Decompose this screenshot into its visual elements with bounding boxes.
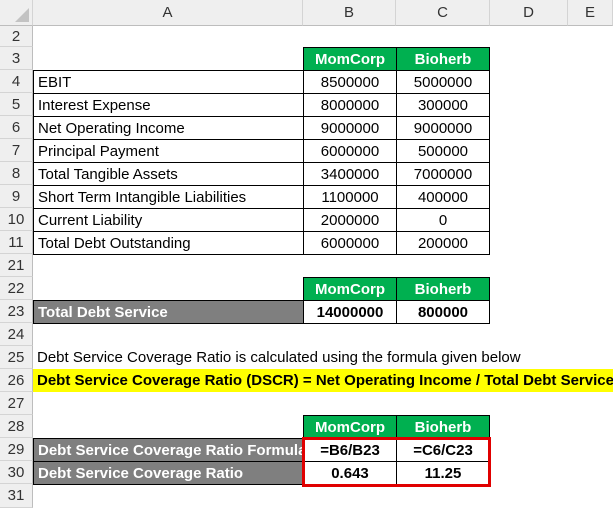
table1-cell-momcorp[interactable]: 6000000 — [303, 139, 397, 163]
table1-label-total-debt-outstanding[interactable]: Total Debt Outstanding — [33, 231, 304, 255]
column-header-c[interactable]: C — [396, 0, 490, 26]
table1-cell-momcorp[interactable]: 6000000 — [303, 231, 397, 255]
table3-label-dscr-formula[interactable]: Debt Service Coverage Ratio Formula — [33, 438, 306, 462]
column-header-b[interactable]: B — [303, 0, 396, 26]
table1-cell-bioherb[interactable]: 0 — [396, 208, 490, 232]
row-header-25[interactable]: 25 — [0, 346, 33, 369]
dscr-formula-text[interactable]: Debt Service Coverage Ratio (DSCR) = Net… — [33, 369, 613, 392]
table1-cell-momcorp[interactable]: 3400000 — [303, 162, 397, 186]
table3-label-dscr[interactable]: Debt Service Coverage Ratio — [33, 461, 304, 485]
row-header-30[interactable]: 30 — [0, 461, 33, 484]
table2-cell-bioherb[interactable]: 800000 — [396, 300, 490, 324]
table1-label-short-term-intangible-liabilities[interactable]: Short Term Intangible Liabilities — [33, 185, 304, 209]
table1-cell-momcorp[interactable]: 8500000 — [303, 70, 397, 94]
table1-cell-bioherb[interactable]: 300000 — [396, 93, 490, 117]
table1-cell-momcorp[interactable]: 8000000 — [303, 93, 397, 117]
row-header-5[interactable]: 5 — [0, 93, 33, 116]
row-header-22[interactable]: 22 — [0, 277, 33, 300]
table1-cell-bioherb[interactable]: 7000000 — [396, 162, 490, 186]
row-header-31[interactable]: 31 — [0, 484, 33, 508]
row-header-26[interactable]: 26 — [0, 369, 33, 392]
row-header-10[interactable]: 10 — [0, 208, 33, 231]
row-header-9[interactable]: 9 — [0, 185, 33, 208]
row-header-3[interactable]: 3 — [0, 47, 33, 70]
row-header-23[interactable]: 23 — [0, 300, 33, 323]
table2-cell-momcorp[interactable]: 14000000 — [303, 300, 397, 324]
column-header-e[interactable]: E — [568, 0, 613, 26]
column-header-a[interactable]: A — [33, 0, 303, 26]
row-header-4[interactable]: 4 — [0, 70, 33, 93]
table1-cell-bioherb[interactable]: 200000 — [396, 231, 490, 255]
table1-label-ebit[interactable]: EBIT — [33, 70, 304, 94]
dscr-description-text[interactable]: Debt Service Coverage Ratio is calculate… — [37, 349, 521, 366]
row-header-28[interactable]: 28 — [0, 415, 33, 438]
table2-header-momcorp[interactable]: MomCorp — [303, 277, 397, 301]
row-header-7[interactable]: 7 — [0, 139, 33, 162]
table3-cell-bioherb-dscr[interactable]: 11.25 — [396, 461, 490, 485]
table1-label-principal-payment[interactable]: Principal Payment — [33, 139, 304, 163]
table1-label-total-tangible-assets[interactable]: Total Tangible Assets — [33, 162, 304, 186]
table1-cell-momcorp[interactable]: 1100000 — [303, 185, 397, 209]
row-header-21[interactable]: 21 — [0, 254, 33, 277]
table2-label-total-debt-service[interactable]: Total Debt Service — [33, 300, 304, 324]
table3-header-bioherb[interactable]: Bioherb — [396, 415, 490, 439]
table3-cell-momcorp-dscr[interactable]: 0.643 — [303, 461, 397, 485]
table1-header-momcorp[interactable]: MomCorp — [303, 47, 397, 71]
row-header-2[interactable]: 2 — [0, 26, 33, 47]
table3-header-momcorp[interactable]: MomCorp — [303, 415, 397, 439]
row-header-8[interactable]: 8 — [0, 162, 33, 185]
table1-cell-momcorp[interactable]: 9000000 — [303, 116, 397, 140]
row-header-11[interactable]: 11 — [0, 231, 33, 254]
table1-header-bioherb[interactable]: Bioherb — [396, 47, 490, 71]
row-header-29[interactable]: 29 — [0, 438, 33, 461]
table1-label-interest-expense[interactable]: Interest Expense — [33, 93, 304, 117]
row-header-27[interactable]: 27 — [0, 392, 33, 415]
table1-label-current-liability[interactable]: Current Liability — [33, 208, 304, 232]
table3-cell-bioherb-formula[interactable]: =C6/C23 — [396, 438, 490, 462]
table1-cell-bioherb[interactable]: 500000 — [396, 139, 490, 163]
table1-cell-bioherb[interactable]: 400000 — [396, 185, 490, 209]
table1-cell-bioherb[interactable]: 5000000 — [396, 70, 490, 94]
row-header-24[interactable]: 24 — [0, 323, 33, 346]
column-header-d[interactable]: D — [490, 0, 568, 26]
table1-cell-bioherb[interactable]: 9000000 — [396, 116, 490, 140]
row-header-6[interactable]: 6 — [0, 116, 33, 139]
table2-header-bioherb[interactable]: Bioherb — [396, 277, 490, 301]
table3-cell-momcorp-formula[interactable]: =B6/B23 — [303, 438, 397, 462]
table1-cell-momcorp[interactable]: 2000000 — [303, 208, 397, 232]
select-all-corner[interactable] — [0, 0, 33, 26]
table1-label-net-operating-income[interactable]: Net Operating Income — [33, 116, 304, 140]
